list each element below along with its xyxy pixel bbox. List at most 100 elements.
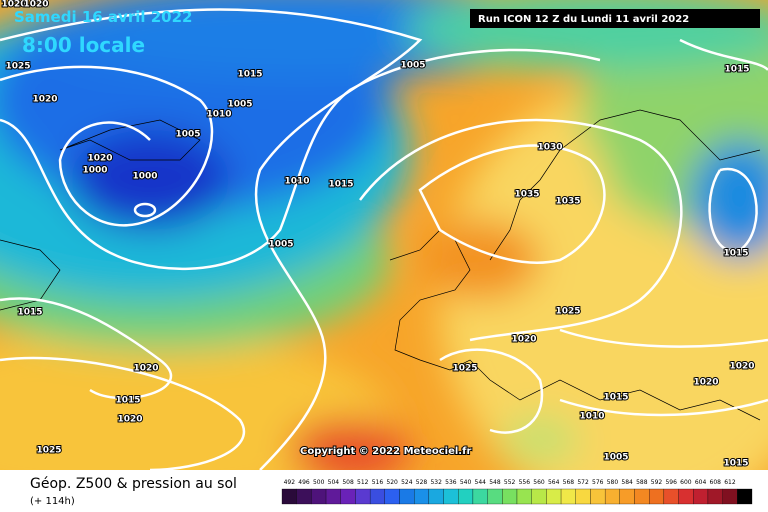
scale-box xyxy=(399,488,415,505)
scale-label: 584 xyxy=(621,479,633,486)
scale-box xyxy=(458,488,474,505)
isobar-label: 1015 xyxy=(723,249,748,259)
isobar-label: 1015 xyxy=(115,396,140,406)
isobar-label: 1025 xyxy=(5,62,30,72)
scale-label: 532 xyxy=(430,479,442,486)
scale-box xyxy=(428,488,444,505)
scale-label: 544 xyxy=(475,479,487,486)
isobar-label: 1025 xyxy=(555,307,580,317)
run-box xyxy=(470,9,760,28)
isobar-label: 1020 xyxy=(117,415,142,425)
scale-label: 492 xyxy=(284,479,296,486)
scale-box xyxy=(296,488,312,505)
isobar-label: 1015 xyxy=(237,70,262,80)
isobar-label: 1010 xyxy=(284,177,309,187)
scale-label: 560 xyxy=(533,479,545,486)
scale-label: 548 xyxy=(489,479,501,486)
scale-box xyxy=(531,488,547,505)
scale-box xyxy=(590,488,606,505)
scale-label: 564 xyxy=(548,479,560,486)
scale-label: 572 xyxy=(577,479,589,486)
scale-box xyxy=(722,488,738,505)
isobar-label: 1015 xyxy=(603,393,628,403)
scale-box xyxy=(678,488,694,505)
isobar-label: 1015 xyxy=(723,459,748,469)
scale-label: 580 xyxy=(607,479,619,486)
scale-label: 568 xyxy=(563,479,575,486)
scale-box xyxy=(311,488,327,505)
isobar-label: 1020 xyxy=(133,364,158,374)
isobar-label: 1015 xyxy=(17,308,42,318)
scale-box xyxy=(649,488,665,505)
scale-label: 608 xyxy=(710,479,722,486)
isobar-label: 1035 xyxy=(555,197,580,207)
scale-label: 576 xyxy=(592,479,604,486)
isobar-label: 1020 xyxy=(511,335,536,345)
scale-label: 512 xyxy=(357,479,369,486)
isobar-label: 1000 xyxy=(82,166,107,176)
scale-label: 520 xyxy=(386,479,398,486)
scale-box xyxy=(663,488,679,505)
scale-label: 596 xyxy=(665,479,677,486)
scale-box xyxy=(487,488,503,505)
scale-label: 600 xyxy=(680,479,692,486)
copyright: Copyright © 2022 Meteociel.fr xyxy=(300,446,471,457)
scale-box xyxy=(340,488,356,505)
isobar-label: 1025 xyxy=(452,364,477,374)
scale-label: 536 xyxy=(445,479,457,486)
scale-label: 496 xyxy=(298,479,310,486)
isobar-label: 1005 xyxy=(400,61,425,71)
isobar-label: 1020 xyxy=(32,95,57,105)
scale-label: 500 xyxy=(313,479,325,486)
scale-label: 524 xyxy=(401,479,413,486)
isobar-label: 1030 xyxy=(537,143,562,153)
isobar-label: 1000 xyxy=(132,172,157,182)
isobar-label: 1035 xyxy=(514,190,539,200)
scale-label: 516 xyxy=(372,479,384,486)
isobar-label: 1020 xyxy=(23,0,48,10)
scale-label: 540 xyxy=(460,479,472,486)
isobar-label: 1005 xyxy=(603,453,628,463)
scale-box xyxy=(619,488,635,505)
isobar-label: 1005 xyxy=(175,130,200,140)
isobar-label: 1020 xyxy=(729,362,754,372)
isobar-label: 1025 xyxy=(36,446,61,456)
scale-box xyxy=(560,488,576,505)
scale-box xyxy=(384,488,400,505)
scale-box xyxy=(737,488,753,505)
scale-box xyxy=(325,488,341,505)
scale-box xyxy=(502,488,518,505)
isobar-label: 1015 xyxy=(328,180,353,190)
legend-title: Géop. Z500 & pression au sol xyxy=(30,476,237,492)
scale-box xyxy=(443,488,459,505)
scale-box xyxy=(472,488,488,505)
scale-label: 588 xyxy=(636,479,648,486)
legend-subtitle: (+ 114h) xyxy=(30,496,75,507)
scale-label: 504 xyxy=(328,479,340,486)
isobar-label: 1010 xyxy=(579,412,604,422)
scale-box xyxy=(634,488,650,505)
scale-box xyxy=(369,488,385,505)
scale-box xyxy=(355,488,371,505)
scale-label: 508 xyxy=(342,479,354,486)
run-info: Run ICON 12 Z du Lundi 11 avril 2022 xyxy=(478,14,689,25)
scale-label: 556 xyxy=(519,479,531,486)
isobar-label: 1005 xyxy=(268,240,293,250)
scale-label: 604 xyxy=(695,479,707,486)
scale-box xyxy=(575,488,591,505)
isobar-label: 1020 xyxy=(87,154,112,164)
scale-box xyxy=(604,488,620,505)
scale-label: 528 xyxy=(416,479,428,486)
scale-box xyxy=(546,488,562,505)
scale-label: 612 xyxy=(724,479,736,486)
scale-box xyxy=(693,488,709,505)
isobar-label: 1010 xyxy=(206,110,231,120)
isobar-label: 1020 xyxy=(1,0,26,10)
date: Samedi 16 avril 2022 xyxy=(14,8,192,26)
isobar-label: 1020 xyxy=(693,378,718,388)
scale-box xyxy=(707,488,723,505)
scale-label: 592 xyxy=(651,479,663,486)
scale-box xyxy=(414,488,430,505)
